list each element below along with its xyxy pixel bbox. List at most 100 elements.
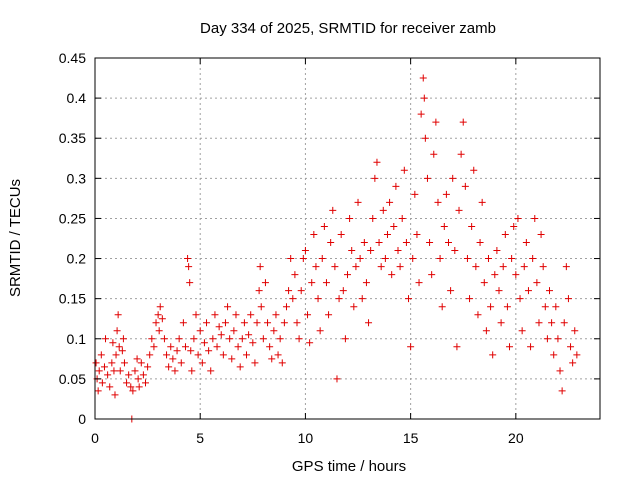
plot-area <box>93 75 581 423</box>
data-point <box>540 263 547 270</box>
data-point <box>211 311 218 318</box>
data-point <box>123 379 130 386</box>
data-point <box>361 239 368 246</box>
data-point <box>298 287 305 294</box>
data-point <box>493 247 500 254</box>
data-point <box>474 311 481 318</box>
data-point <box>136 383 143 390</box>
data-point <box>521 263 528 270</box>
data-point <box>226 335 233 342</box>
data-point <box>561 319 568 326</box>
data-point <box>502 231 509 238</box>
x-axis-label: GPS time / hours <box>292 458 406 475</box>
y-tick-label: 0.1 <box>67 331 87 347</box>
data-point <box>342 335 349 342</box>
data-point <box>209 335 216 342</box>
data-point <box>479 199 486 206</box>
data-point <box>174 347 181 354</box>
y-tick-label: 0 <box>78 411 86 427</box>
data-point <box>355 199 362 206</box>
data-point <box>188 367 195 374</box>
x-tick-label: 20 <box>508 430 524 446</box>
data-point <box>445 239 452 246</box>
data-point <box>376 239 383 246</box>
grid-lines <box>95 58 600 419</box>
data-point <box>268 355 275 362</box>
data-point <box>99 379 106 386</box>
data-point <box>214 343 221 350</box>
data-point <box>378 263 385 270</box>
data-point <box>421 95 428 102</box>
data-point <box>115 311 122 318</box>
data-point <box>199 359 206 366</box>
data-point <box>359 295 366 302</box>
data-point <box>369 215 376 222</box>
data-point <box>197 327 204 334</box>
data-point <box>216 323 223 330</box>
x-axis-ticks: 05101520 <box>91 58 524 446</box>
data-point <box>207 367 214 374</box>
data-point <box>544 335 551 342</box>
data-point <box>296 335 303 342</box>
data-point <box>156 327 163 334</box>
data-point <box>251 359 258 366</box>
data-point <box>249 339 256 346</box>
data-point <box>382 255 389 262</box>
data-point <box>449 175 456 182</box>
data-point <box>237 363 244 370</box>
data-point <box>500 263 507 270</box>
y-tick-label: 0.3 <box>67 170 87 186</box>
data-point <box>300 255 307 262</box>
data-point <box>514 215 521 222</box>
data-point <box>411 191 418 198</box>
data-point <box>348 247 355 254</box>
data-point <box>270 327 277 334</box>
data-point <box>289 295 296 302</box>
data-point <box>481 279 488 286</box>
data-point <box>285 287 292 294</box>
data-point <box>456 207 463 214</box>
data-point <box>491 271 498 278</box>
data-point <box>144 363 151 370</box>
data-point <box>443 191 450 198</box>
data-point <box>331 263 338 270</box>
data-point <box>239 335 246 342</box>
data-point <box>182 343 189 350</box>
data-point <box>344 271 351 278</box>
data-point <box>205 347 212 354</box>
data-point <box>458 151 465 158</box>
data-point <box>470 167 477 174</box>
data-point <box>336 295 343 302</box>
data-point <box>409 255 416 262</box>
data-point <box>241 319 248 326</box>
data-point <box>523 239 530 246</box>
data-point <box>247 311 254 318</box>
data-point <box>552 303 559 310</box>
data-point <box>258 303 265 310</box>
data-point <box>563 263 570 270</box>
data-point <box>108 359 115 366</box>
data-point <box>392 183 399 190</box>
data-point <box>559 387 566 394</box>
data-point <box>546 287 553 294</box>
data-point <box>321 223 328 230</box>
data-point <box>150 343 157 350</box>
data-point <box>432 119 439 126</box>
data-point <box>380 207 387 214</box>
data-point <box>235 343 242 350</box>
data-point <box>519 327 526 334</box>
data-point <box>304 311 311 318</box>
data-point <box>294 319 301 326</box>
data-point <box>441 223 448 230</box>
data-point <box>312 263 319 270</box>
y-tick-label: 0.45 <box>59 50 86 66</box>
data-point <box>485 255 492 262</box>
data-point <box>275 351 282 358</box>
data-point <box>93 359 100 366</box>
data-point <box>114 327 121 334</box>
data-point <box>106 383 113 390</box>
data-point <box>357 255 364 262</box>
data-point <box>422 135 429 142</box>
data-point <box>418 111 425 118</box>
data-point <box>113 351 120 358</box>
